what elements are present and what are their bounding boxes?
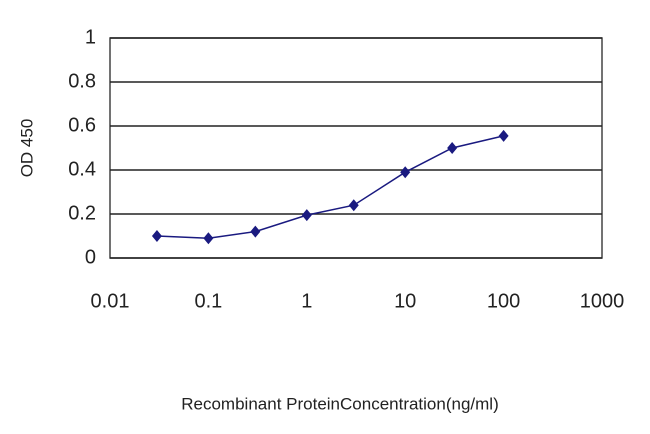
data-point — [301, 209, 312, 222]
y-tick-label: 0 — [85, 246, 96, 268]
y-tick-label: 0.6 — [68, 114, 96, 136]
x-axis-title: Recombinant ProteinConcentration(ng/ml) — [181, 394, 499, 413]
x-tick-label: 10 — [394, 290, 416, 312]
data-point — [203, 232, 214, 245]
x-tick-label: 0.01 — [91, 290, 130, 312]
data-point — [400, 166, 411, 179]
x-tick-label: 100 — [487, 290, 520, 312]
y-tick-label: 1 — [85, 26, 96, 48]
data-point — [447, 142, 458, 154]
data-point — [151, 230, 162, 242]
x-tick-label: 0.1 — [194, 290, 222, 312]
y-tick-label: 0.2 — [68, 202, 96, 224]
x-tick-label: 1 — [301, 290, 312, 312]
series-line — [156, 135, 504, 239]
y-tick-label: 0.8 — [68, 70, 96, 92]
y-tick-label: 0.4 — [68, 158, 96, 180]
plot-area — [109, 37, 603, 259]
data-point — [498, 129, 509, 142]
data-point — [348, 199, 359, 212]
x-tick-label: 1000 — [580, 290, 625, 312]
y-axis-title: OD 450 — [17, 119, 36, 178]
data-point — [250, 225, 261, 238]
